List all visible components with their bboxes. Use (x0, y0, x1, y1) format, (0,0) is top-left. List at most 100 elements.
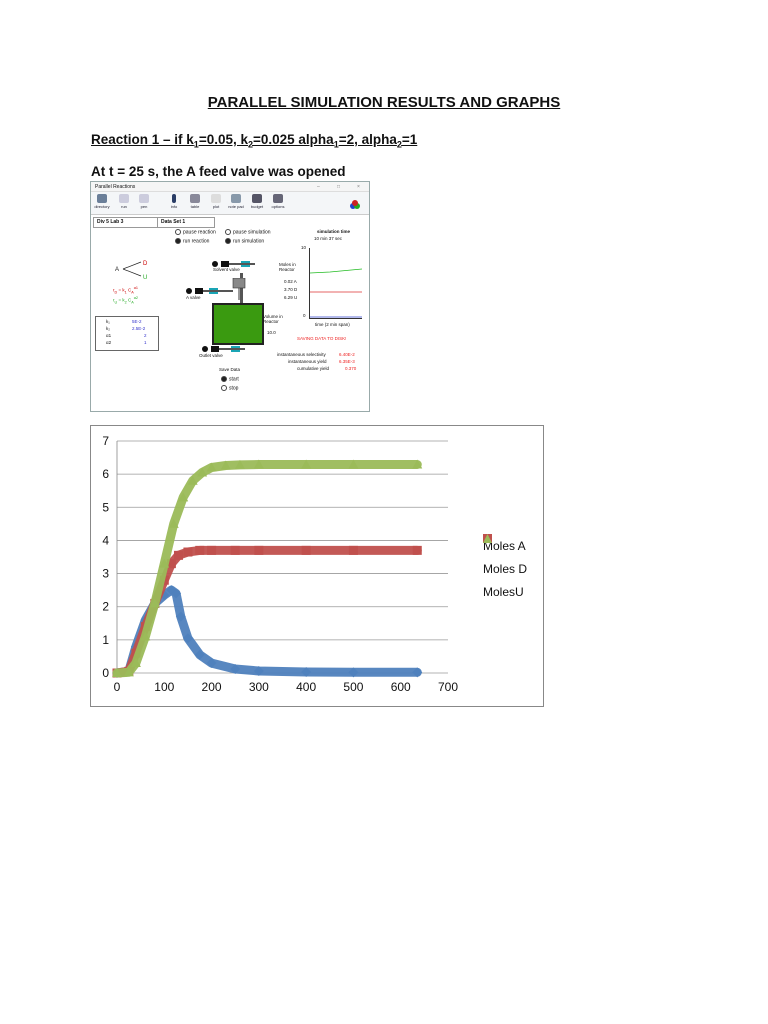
directory-button[interactable]: directory (93, 194, 111, 209)
maximize-icon[interactable]: □ (337, 184, 341, 190)
x-tick-label-200: 200 (202, 680, 222, 694)
legend-label-u: MolesU (483, 584, 524, 599)
point-a-12 (230, 664, 241, 675)
series-line-0 (112, 585, 422, 678)
x-tick-label-400: 400 (296, 680, 316, 694)
run-simulation-radio[interactable]: run simulation (225, 238, 264, 244)
solvent-valve-label: Solvent valve (213, 267, 240, 272)
mini-axis-top: 10 (301, 245, 307, 250)
point-a-11 (206, 658, 217, 669)
reaction-heading: Reaction 1 – if k1=0.05, k2=0.025 alpha1… (91, 132, 418, 150)
simulation-window: Parallel Reactions – □ × directory run p… (90, 181, 370, 412)
rate-constants-table[interactable]: k₁ 5E-2 k₂ 2.5E-2 α1 2 α2 1 (95, 316, 159, 351)
color-circles-icon[interactable] (349, 200, 361, 211)
point-d-15 (412, 545, 422, 555)
run-button[interactable]: run (115, 194, 133, 209)
point-u-11 (220, 460, 231, 470)
simulation-time-label: simulation time (317, 229, 351, 234)
x-tick-label-100: 100 (154, 680, 174, 694)
point-u-12 (234, 459, 245, 469)
page-title: PARALLEL SIMULATION RESULTS AND GRAPHS (207, 94, 561, 111)
note-pad-button[interactable]: note pad (227, 194, 245, 209)
point-d-7 (173, 550, 183, 560)
moles-d-value: 3.70 D (284, 287, 298, 292)
inst-selectivity-value: 6.40E-2 (339, 352, 355, 357)
alpha2-label: α2 (106, 340, 112, 345)
y-tick-label-4: 4 (102, 533, 109, 547)
tab-lab[interactable]: Div 5 Lab 3 (93, 217, 161, 228)
inst-yield-label: instantaneous yield (288, 359, 327, 364)
y-tick-label-7: 7 (102, 434, 109, 448)
chart-legend: Moles A Moles D MolesU (483, 534, 527, 603)
point-u-16 (412, 459, 423, 469)
k2-value: 2.5E-2 (132, 326, 146, 331)
save-stop-radio[interactable]: stop (221, 385, 238, 391)
saving-status: SAVING DATA TO DISK! (297, 336, 347, 341)
k1-label: k₁ (106, 319, 110, 324)
point-u-13 (253, 459, 264, 469)
point-u-9 (197, 467, 208, 477)
point-d-11 (230, 545, 240, 555)
inst-selectivity-label: instantaneous selectivity (277, 352, 326, 357)
legend-item-u: MolesU (483, 534, 527, 603)
tab-data-set[interactable]: Data Set 1 (157, 217, 215, 228)
legend-label-d: Moles D (483, 561, 528, 576)
save-data-label: Save Data (219, 367, 241, 372)
options-button[interactable]: options (269, 194, 287, 209)
svg-text:A: A (115, 267, 119, 273)
point-u-14 (301, 459, 312, 469)
point-u-1 (123, 667, 134, 677)
a-valve-control[interactable] (185, 286, 235, 297)
point-d-12 (254, 545, 264, 555)
moles-chart-svg: 0 1 2 3 4 5 6 7 0 100 200 300 400 500 600 700 (102, 434, 458, 694)
legend-label-a: Moles A (483, 538, 526, 553)
moles-label: Moles in Reactor (279, 262, 296, 272)
svg-text:D: D (143, 261, 148, 267)
x-tick-label-300: 300 (249, 680, 269, 694)
save-start-radio[interactable]: start (221, 376, 239, 382)
point-a-10 (194, 649, 205, 660)
pause-reaction-radio[interactable]: pause reaction (175, 229, 216, 235)
y-tick-label-6: 6 (102, 467, 109, 481)
budget-button[interactable]: budget (248, 194, 266, 209)
alpha1-value: 2 (144, 333, 147, 338)
x-tick-label-500: 500 (343, 680, 363, 694)
outlet-valve-label: Outlet valve (199, 353, 223, 358)
moles-u-value: 6.29 U (284, 295, 298, 300)
info-button[interactable]: info (165, 194, 183, 209)
x-tick-label-700: 700 (438, 680, 458, 694)
k1-value: 5E-2 (132, 319, 142, 324)
table-button[interactable]: table (186, 194, 204, 209)
pen-button[interactable]: pen (135, 194, 153, 209)
k2-label: k₂ (106, 326, 110, 331)
cum-yield-value: 0.370 (345, 366, 357, 371)
y-tick-label-3: 3 (102, 567, 109, 581)
moles-chart: 0 1 2 3 4 5 6 7 0 100 200 300 400 500 600 700 Moles A M… (90, 425, 544, 707)
y-tick-label-5: 5 (102, 500, 109, 514)
point-a-16 (412, 667, 423, 678)
solvent-valve-control[interactable] (211, 259, 261, 271)
point-u-4 (149, 598, 160, 608)
point-a-8 (175, 611, 186, 622)
point-u-8 (187, 475, 198, 485)
point-u-15 (348, 459, 359, 469)
outlet-valve-control[interactable] (201, 344, 251, 355)
reactor-tank (212, 303, 264, 345)
close-icon[interactable]: × (357, 184, 360, 190)
point-a-14 (301, 667, 312, 678)
point-a-9 (182, 633, 193, 644)
point-u-3 (140, 631, 151, 641)
point-d-13 (301, 545, 311, 555)
volume-value: 10.0 (267, 330, 276, 335)
rate-equation-u: rU = k2 CAα2 (113, 296, 138, 305)
point-d-8 (183, 547, 193, 557)
y-tick-label-1: 1 (102, 633, 109, 647)
run-reaction-radio[interactable]: run reaction (175, 238, 209, 244)
alpha1-label: α1 (106, 333, 112, 338)
point-a-13 (253, 666, 264, 677)
y-tick-label-0: 0 (102, 666, 109, 680)
plot-button[interactable]: plot (207, 194, 225, 209)
minimize-icon[interactable]: – (317, 184, 320, 190)
pause-simulation-radio[interactable]: pause simulation (225, 229, 271, 235)
point-u-2 (130, 658, 141, 668)
